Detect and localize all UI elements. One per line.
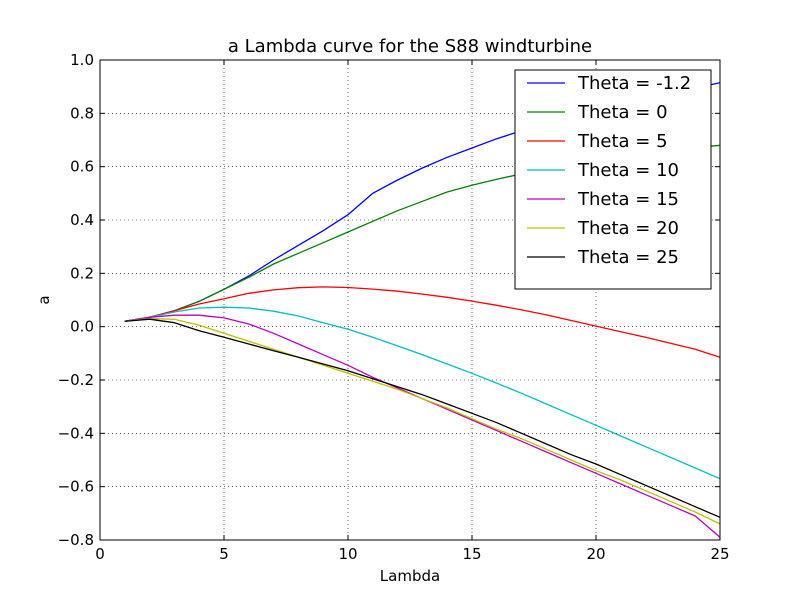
- legend-label-4: Theta = 15: [577, 189, 679, 210]
- series-line-5: [124, 318, 721, 525]
- y-tick-label: 0.8: [70, 104, 94, 122]
- y-tick-label: 0.6: [70, 158, 94, 176]
- legend: Theta = -1.2 Theta = 0 Theta = 5 Theta = 10…: [514, 69, 712, 290]
- chart-title: a Lambda curve for the S88 windturbine: [228, 36, 592, 57]
- x-tick-label: 25: [710, 545, 729, 563]
- y-tick-label: 0.2: [70, 264, 94, 282]
- y-tick-label: 1.0: [70, 51, 94, 69]
- y-tick-label: −0.4: [58, 424, 94, 442]
- y-axis-label: a: [35, 295, 53, 304]
- legend-label-6: Theta = 25: [577, 247, 679, 268]
- plot-frame: [99, 59, 721, 541]
- x-axis-label: Lambda: [380, 567, 440, 585]
- legend-label-0: Theta = -1.2: [577, 73, 691, 94]
- legend-label-5: Theta = 20: [577, 218, 679, 239]
- series-line-6: [124, 318, 721, 518]
- series-line-2: [124, 286, 721, 358]
- x-tick-label: 10: [338, 545, 357, 563]
- legend-box: [514, 69, 712, 290]
- y-tick-label: −0.2: [58, 371, 94, 389]
- x-tick-label: 0: [95, 545, 105, 563]
- y-tick-label: 0.0: [70, 318, 94, 336]
- series-line-3: [124, 306, 721, 480]
- x-tick-label: 15: [462, 545, 481, 563]
- legend-label-2: Theta = 5: [577, 131, 668, 152]
- y-tick-label: 0.4: [70, 211, 94, 229]
- x-tick-label: 5: [219, 545, 229, 563]
- legend-label-3: Theta = 10: [577, 160, 679, 181]
- y-tick-label: −0.8: [58, 531, 94, 549]
- legend-label-1: Theta = 0: [577, 102, 668, 123]
- axis-ticks: 0 5 10 15 20 25 −0.8 −0.6 −0.4 −0.2 0.0 0.2 0.4 0.6 0.…: [58, 51, 730, 563]
- y-tick-label: −0.6: [58, 478, 94, 496]
- x-tick-label: 20: [586, 545, 605, 563]
